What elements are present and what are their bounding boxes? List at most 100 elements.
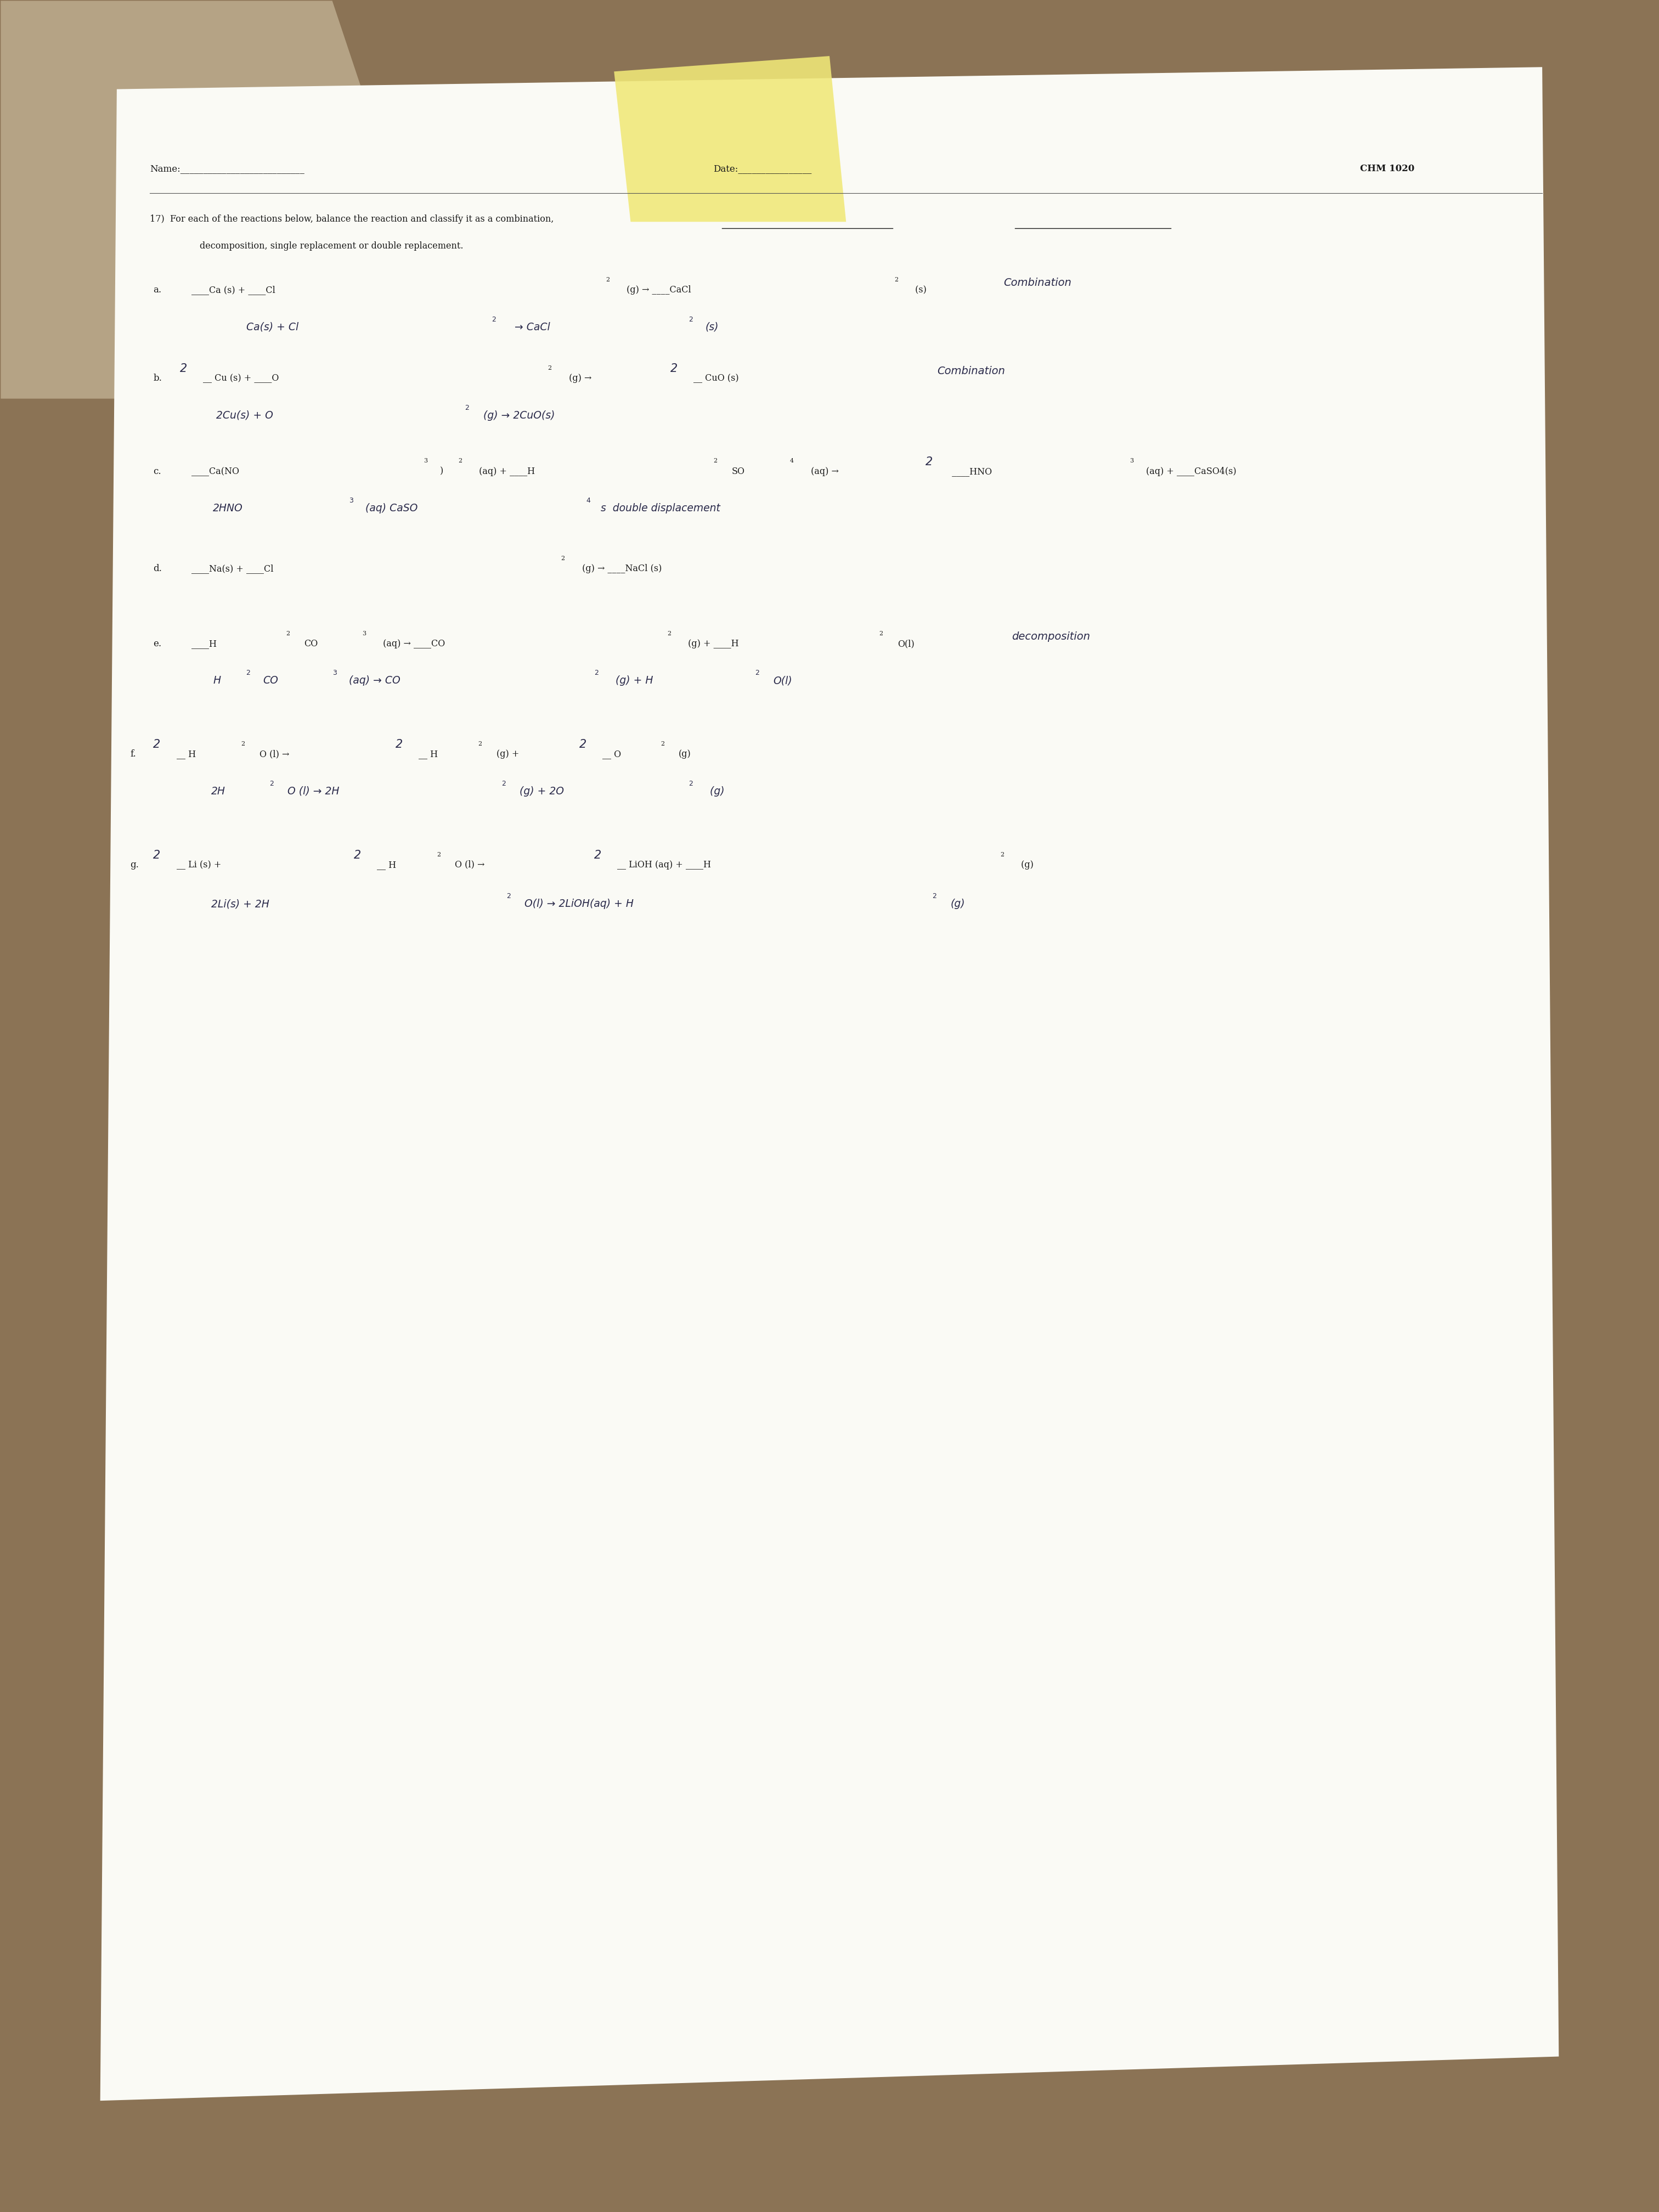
Text: 3: 3 [332, 670, 337, 677]
Text: Date:________________: Date:________________ [713, 164, 811, 173]
Text: (g) +: (g) + [496, 750, 523, 759]
Text: 2: 2 [491, 316, 496, 323]
Text: 2: 2 [353, 849, 362, 860]
Text: O (l) →: O (l) → [259, 750, 292, 759]
Text: __ Li (s) +: __ Li (s) + [176, 860, 224, 869]
Text: (g) → ____NaCl (s): (g) → ____NaCl (s) [579, 564, 662, 573]
Text: 2Cu(s) + O: 2Cu(s) + O [216, 409, 274, 420]
Text: d.: d. [153, 564, 163, 573]
Text: 2: 2 [594, 670, 599, 677]
Text: 2H: 2H [211, 785, 226, 796]
Text: SO: SO [732, 467, 745, 476]
Text: 2: 2 [579, 739, 587, 750]
Text: 2: 2 [1000, 852, 1004, 858]
Text: O (l) →: O (l) → [455, 860, 488, 869]
Text: (aq) CaSO: (aq) CaSO [365, 502, 418, 513]
Text: 2: 2 [670, 363, 677, 374]
Polygon shape [614, 55, 846, 221]
Text: 2: 2 [932, 894, 937, 900]
Text: 2: 2 [879, 630, 883, 637]
Text: 2HNO: 2HNO [212, 502, 242, 513]
Polygon shape [100, 66, 1559, 2101]
Text: O(l): O(l) [773, 675, 793, 686]
Text: (aq) + ____CaSO4(s): (aq) + ____CaSO4(s) [1146, 467, 1236, 476]
Text: 4: 4 [790, 458, 793, 465]
Text: 2: 2 [501, 781, 506, 787]
Text: ): ) [440, 467, 443, 476]
Text: ____Na(s) + ____Cl: ____Na(s) + ____Cl [191, 564, 274, 573]
Text: 2: 2 [660, 741, 664, 748]
Text: Combination: Combination [937, 367, 1005, 376]
Text: __ Cu (s) + ____O: __ Cu (s) + ____O [202, 374, 279, 383]
Text: 2: 2 [395, 739, 403, 750]
Text: (g): (g) [1019, 860, 1034, 869]
Text: Name:___________________________: Name:___________________________ [149, 164, 305, 173]
Text: Ca(s) + Cl: Ca(s) + Cl [246, 323, 299, 332]
Text: → CaCl: → CaCl [511, 323, 551, 332]
Polygon shape [0, 0, 465, 398]
Text: 2: 2 [246, 670, 251, 677]
Text: O(l): O(l) [898, 639, 914, 648]
Text: (aq) → ____CO: (aq) → ____CO [380, 639, 445, 648]
Text: 2: 2 [241, 741, 246, 748]
Text: 2: 2 [594, 849, 602, 860]
Text: ____HNO: ____HNO [949, 467, 992, 476]
Text: e.: e. [153, 639, 161, 648]
Text: a.: a. [153, 285, 161, 294]
Text: 2: 2 [153, 849, 161, 860]
Text: CO: CO [304, 639, 319, 648]
Text: (g): (g) [951, 898, 966, 909]
Text: 2: 2 [667, 630, 670, 637]
Text: c.: c. [153, 467, 161, 476]
Text: (s): (s) [912, 285, 927, 294]
Text: 4: 4 [586, 498, 591, 504]
Text: 2: 2 [561, 555, 566, 562]
Text: (g) + H: (g) + H [612, 675, 654, 686]
Text: 3: 3 [423, 458, 428, 465]
Text: 2: 2 [436, 852, 441, 858]
Text: 2: 2 [713, 458, 717, 465]
Text: ____H: ____H [191, 639, 217, 648]
Text: decomposition, single replacement or double replacement.: decomposition, single replacement or dou… [199, 241, 463, 250]
Text: g.: g. [129, 860, 139, 869]
Text: Combination: Combination [1004, 279, 1072, 288]
Text: O (l) → 2H: O (l) → 2H [287, 785, 340, 796]
Text: 2: 2 [465, 405, 469, 411]
Text: CHM 1020: CHM 1020 [1360, 164, 1415, 173]
Text: (g) → 2CuO(s): (g) → 2CuO(s) [483, 409, 554, 420]
Text: __ H: __ H [377, 860, 397, 869]
Text: (g) → ____CaCl: (g) → ____CaCl [624, 285, 692, 294]
Text: 2: 2 [285, 630, 290, 637]
Text: ____Ca(NO: ____Ca(NO [191, 467, 239, 476]
Text: 2: 2 [688, 316, 693, 323]
Text: __ LiOH (aq) + ____H: __ LiOH (aq) + ____H [617, 860, 712, 869]
Text: (g): (g) [707, 785, 725, 796]
Text: __ H: __ H [176, 750, 196, 759]
Text: 2: 2 [269, 781, 274, 787]
Text: (aq) →: (aq) → [808, 467, 838, 476]
Text: 3: 3 [362, 630, 367, 637]
Text: decomposition: decomposition [1012, 630, 1090, 641]
Text: s  double displacement: s double displacement [601, 502, 720, 513]
Text: 2: 2 [688, 781, 693, 787]
Text: 2: 2 [458, 458, 463, 465]
Text: f.: f. [129, 750, 136, 759]
Text: (g) →: (g) → [566, 374, 594, 383]
Text: (aq) + ____H: (aq) + ____H [476, 467, 536, 476]
Text: b.: b. [153, 374, 163, 383]
Text: __ O: __ O [602, 750, 620, 759]
Text: 2: 2 [153, 739, 161, 750]
Text: 2Li(s) + 2H: 2Li(s) + 2H [211, 898, 269, 909]
Text: 2: 2 [547, 365, 552, 372]
Text: (g) + ____H: (g) + ____H [685, 639, 738, 648]
Text: H: H [212, 675, 221, 686]
Text: __ H: __ H [418, 750, 438, 759]
Text: __ CuO (s): __ CuO (s) [693, 374, 738, 383]
Text: 2: 2 [478, 741, 483, 748]
Text: (s): (s) [705, 323, 718, 332]
Text: 2: 2 [755, 670, 760, 677]
Text: 2: 2 [926, 456, 932, 467]
Text: 17)  For each of the reactions below, balance the reaction and classify it as a : 17) For each of the reactions below, bal… [149, 215, 554, 223]
Text: O(l) → 2LiOH(aq) + H: O(l) → 2LiOH(aq) + H [524, 898, 634, 909]
Text: (g): (g) [679, 750, 692, 759]
